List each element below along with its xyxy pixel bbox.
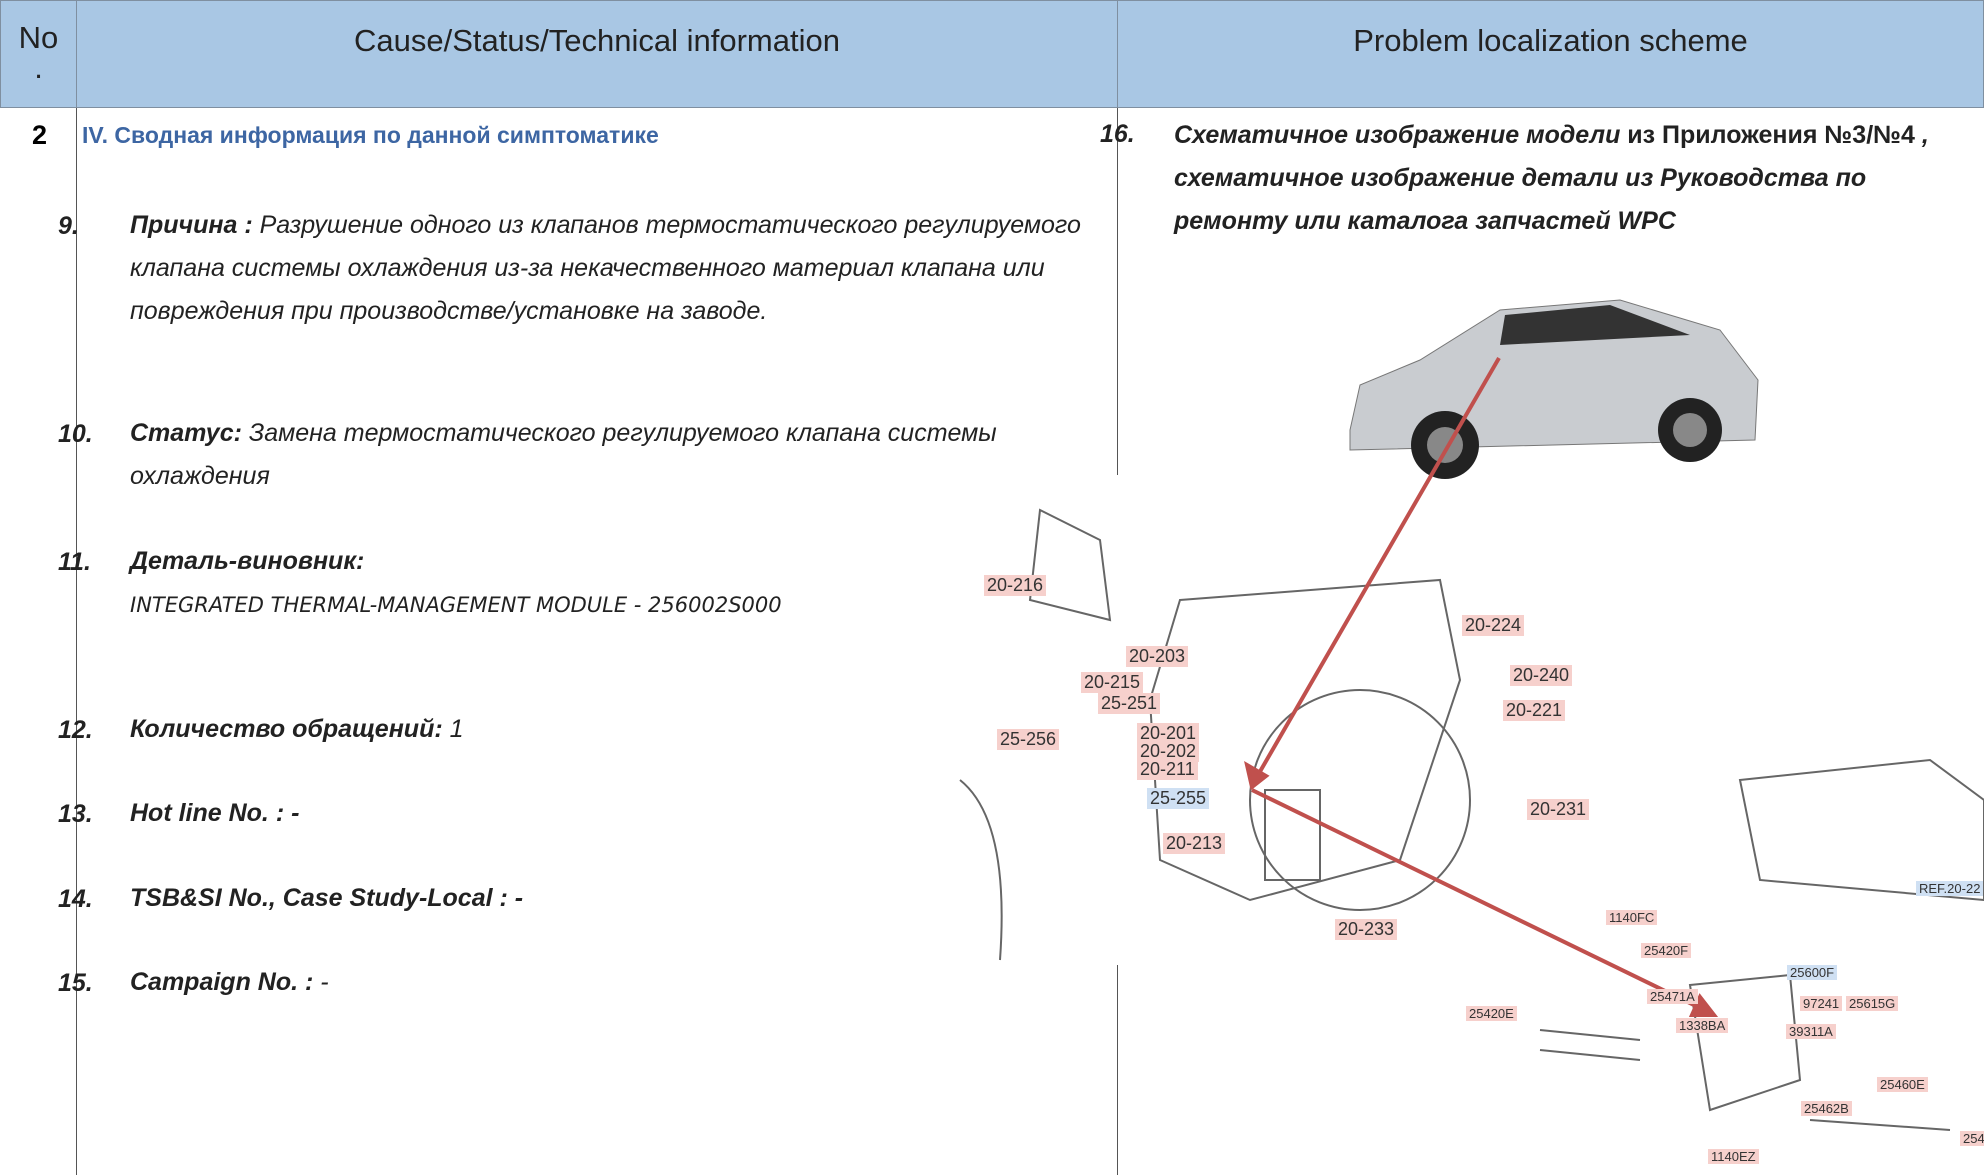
engine-label: 20-203 [1126,646,1189,667]
item-no: 16. [1100,120,1135,148]
part-label: 25462B [1801,1101,1852,1116]
item-no: 12. [58,716,93,744]
item-label: Hot line No. : - [130,799,300,827]
text: Схематичное изображение модели [1174,121,1621,149]
part-label: 39311A [1786,1024,1836,1039]
part-label: 25420F [1641,943,1692,958]
row-no: 2 [32,120,48,150]
engine-label: 20-221 [1503,700,1566,721]
part-label: 1338BA [1676,1018,1729,1033]
item-label: Деталь-виновник: [130,547,365,575]
item-text: 1 [442,715,464,743]
arrows [1244,356,1719,1017]
scheme-text: Схематичное изображение модели из Прилож… [1174,114,1964,243]
part-label: 2546 [1960,1131,1984,1146]
text: из Приложения №3/№4 [1620,121,1915,149]
engine-label: 25-251 [1098,693,1161,714]
header-cause: Cause/Status/Technical information [76,0,1118,108]
item-label: Причина : [130,211,253,239]
engine-label: 20-213 [1163,833,1226,854]
item-no: 14. [58,885,93,913]
item-no: 15. [58,969,93,997]
engine-label: 25-256 [997,729,1060,750]
engine-label: 20-233 [1335,919,1398,940]
item-text: Замена термостатического регулируемого к… [130,419,997,490]
item: Статус: Замена термостатического регулир… [130,412,1105,498]
item-no: 11. [58,548,91,576]
part-label: 1140EZ [1708,1149,1759,1164]
item-text: - [313,968,329,996]
part-label: 25615G [1846,996,1899,1011]
item: TSB&SI No., Case Study-Local : - [130,877,1105,920]
item-label: Статус: [130,419,242,447]
engine-label: 20-216 [984,575,1047,596]
item-label: TSB&SI No., Case Study-Local : - [130,884,524,912]
col-border [76,108,77,1175]
item: Campaign No. : - [130,961,1105,1004]
item-label: Количество обращений: [130,715,443,743]
header-no: No . [0,0,77,108]
item: Количество обращений: 1 [130,708,1105,751]
item-no: 9. [58,212,79,240]
part-label: 25460E [1877,1077,1928,1092]
header-scheme: Problem localization scheme [1117,0,1984,108]
engine-label: 20-215 [1081,672,1144,693]
item-text: Разрушение одного из клапанов термостати… [130,211,1081,325]
item: Hot line No. : - [130,792,1105,835]
part-label: 25600F [1787,965,1838,980]
item-no: 10. [58,420,93,448]
engine-label: 20-231 [1527,799,1590,820]
engine-label: 25-255 [1147,788,1210,809]
engine-label: 20-224 [1462,615,1525,636]
part-label: 97241 [1800,996,1843,1011]
part-label: 25471A [1647,989,1698,1004]
engine-label: 20-211 [1137,759,1198,780]
part-label: REF.20-22 [1916,881,1984,896]
engine-label: 20-202 [1137,741,1200,762]
part-label: 25420E [1466,1006,1517,1021]
item: Причина : Разрушение одного из клапанов … [130,204,1105,333]
item-label: Campaign No. : [130,968,314,996]
heading: IV. Сводная информация по данной симптом… [82,122,659,148]
engine-label: 20-201 [1137,723,1200,744]
engine-bg [949,475,1119,965]
engine-label: 20-240 [1510,665,1573,686]
item: Деталь-виновник: INTEGRATED THERMAL-MANAG… [130,540,1105,627]
item-text: INTEGRATED THERMAL-MANAGEMENT MODULE - 2… [130,593,782,617]
item-no: 13. [58,800,93,828]
car [1349,299,1759,479]
part-label: 1140FC [1606,910,1658,925]
text: , схематичное изображение детали из Руко… [1174,121,1929,235]
